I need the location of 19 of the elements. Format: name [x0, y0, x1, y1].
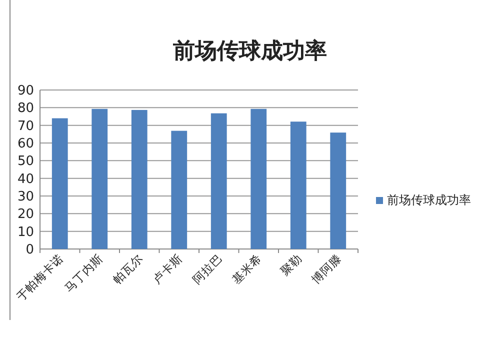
y-tick-label: 70: [17, 118, 34, 134]
y-tick-label: 60: [17, 136, 34, 152]
y-tick-label: 30: [17, 190, 34, 204]
x-tick-label: 基米希: [229, 251, 265, 287]
y-tick-label: 80: [17, 101, 34, 116]
x-tick-label: 聚勒: [278, 251, 304, 278]
x-tick-label: 马丁内斯: [62, 251, 106, 296]
x-tick-label: 卢卡斯: [150, 251, 186, 287]
y-tick-label: 90: [17, 84, 34, 98]
y-tick-label: 10: [17, 224, 34, 240]
legend-label: 前场传球成功率: [387, 193, 471, 207]
y-tick-label: 40: [17, 172, 34, 187]
y-tick-label: 50: [17, 154, 34, 170]
chart-title: 前场传球成功率: [172, 38, 327, 64]
y-tick-label: 20: [17, 207, 34, 222]
y-tick-label: 0: [26, 242, 34, 258]
x-tick-label: 帕瓦尔: [110, 251, 146, 287]
x-tick-label: 博阿滕: [308, 251, 344, 287]
x-tick-label: 阿拉巴: [190, 251, 225, 287]
